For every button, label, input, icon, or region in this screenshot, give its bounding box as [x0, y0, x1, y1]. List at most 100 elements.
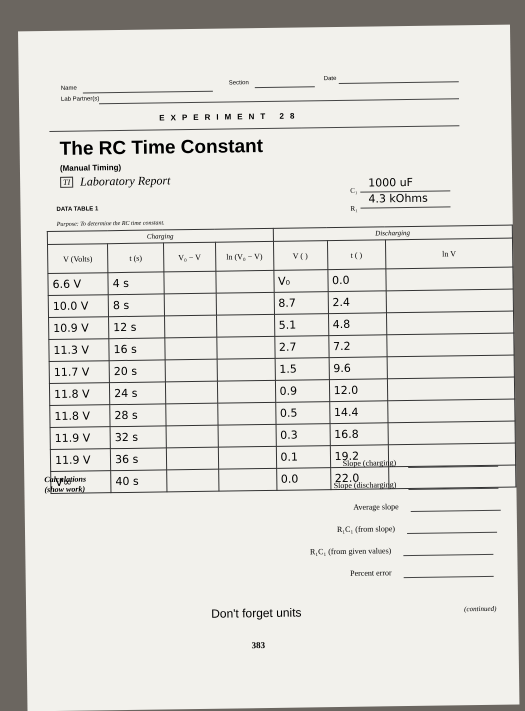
empty-cell — [387, 399, 516, 423]
answer-line — [403, 575, 494, 579]
empty-cell — [164, 293, 217, 316]
column-header: V (Volts) — [47, 243, 108, 274]
badge: TI — [60, 176, 74, 188]
empty-cell — [386, 311, 514, 335]
table-cell: 11.9 V — [50, 426, 111, 450]
c1-label: C₁ — [350, 186, 358, 195]
empty-cell — [165, 359, 218, 382]
column-header: V₀ − V — [163, 242, 216, 272]
column-header: V ( ) — [272, 240, 328, 271]
table-cell: 11.9 V — [50, 448, 111, 472]
calculation-field: R₁C₁ (from given values) — [309, 546, 392, 557]
table-cell: 32 s — [110, 425, 167, 449]
table-cell: 24 s — [109, 381, 166, 405]
table-cell: 5.1 — [274, 313, 329, 337]
empty-cell — [166, 469, 219, 492]
empty-cell — [218, 446, 277, 470]
column-header: t (s) — [107, 242, 164, 273]
empty-cell — [218, 468, 277, 492]
table-cell: 12.0 — [328, 378, 388, 402]
table-label: DATA TABLE 1 — [56, 206, 99, 213]
purpose: Purpose: To determine the RC time consta… — [56, 220, 165, 228]
table-cell: 0.0 — [327, 268, 386, 292]
empty-cell — [163, 271, 216, 294]
empty-cell — [217, 380, 276, 404]
empty-cell — [385, 289, 514, 313]
table-cell: 0.5 — [275, 401, 330, 425]
table-cell: V₀ — [273, 269, 328, 293]
table-cell: 11.3 V — [48, 338, 110, 362]
table-cell: 8 s — [108, 293, 165, 317]
empty-cell — [385, 267, 514, 291]
answer-line — [408, 487, 499, 491]
empty-cell — [216, 358, 275, 382]
empty-cell — [215, 270, 274, 294]
date-label: Date — [323, 75, 337, 83]
empty-cell — [166, 425, 219, 448]
experiment: EXPERIMENT 28 — [159, 111, 301, 123]
table-cell: 40 s — [110, 469, 167, 493]
table-cell: 4.8 — [328, 312, 387, 336]
section-label: Section — [228, 80, 249, 87]
empty-cell — [166, 447, 219, 470]
table-cell: 28 s — [109, 403, 167, 427]
empty-cell — [388, 443, 516, 467]
calculation-field: Slope (discharging) — [333, 480, 397, 491]
subtitle: (Manual Timing) — [59, 163, 122, 173]
report-label: Laboratory Report — [80, 173, 171, 189]
empty-cell — [387, 377, 515, 401]
table-cell: 6.6 V — [47, 272, 109, 296]
column-header: ln (V₀ − V) — [215, 241, 274, 272]
column-header: ln V — [385, 238, 513, 269]
table-cell: 10.0 V — [48, 294, 109, 318]
calculation-field: Slope (charging) — [342, 458, 397, 468]
table-cell: 1.5 — [274, 357, 329, 381]
calculation-field: Average slope — [353, 502, 399, 512]
table-cell: 16.8 — [329, 422, 389, 446]
table-cell: 0.0 — [276, 467, 331, 491]
partners-label: Lab Partner(s) — [60, 96, 100, 103]
table-cell: 36 s — [110, 447, 167, 471]
table-cell: 11.8 V — [49, 382, 110, 406]
table-cell: 2.4 — [327, 290, 387, 314]
table-cell: 7.2 — [328, 334, 387, 358]
empty-cell — [388, 465, 516, 489]
table-cell: 20 s — [109, 359, 166, 383]
table-cell: 11.7 V — [49, 360, 110, 384]
table-cell: 8.7 — [273, 291, 329, 315]
calculation-field: R₁C₁ (from slope) — [336, 524, 396, 535]
calculations-label: Calculations — [44, 474, 87, 485]
table-cell: 4 s — [107, 271, 165, 295]
column-header: t ( ) — [327, 239, 386, 270]
table-cell: 0.3 — [275, 423, 330, 447]
empty-cell — [165, 381, 218, 404]
empty-cell — [215, 292, 275, 316]
calculations-note: (show work) — [44, 484, 86, 495]
empty-cell — [164, 337, 217, 360]
table-cell: 0.1 — [275, 445, 331, 469]
empty-cell — [216, 314, 275, 338]
paper: Name Section Date Lab Partner(s) EXPERIM… — [18, 24, 520, 711]
title: The RC Time Constant — [59, 136, 264, 160]
c1-value: 1000 uF — [368, 175, 414, 190]
empty-cell — [216, 336, 275, 360]
table-cell: 14.4 — [329, 400, 388, 424]
empty-cell — [164, 315, 217, 338]
calculation-fields: Slope (charging) Slope (discharging) Avera… — [18, 25, 510, 579]
empty-cell — [217, 424, 276, 448]
table-cell: 2.7 — [274, 335, 329, 359]
empty-cell — [386, 333, 515, 357]
continued: (continued) — [464, 604, 497, 614]
table-cell: 11.8 V — [49, 404, 111, 428]
answer-line — [410, 509, 501, 512]
calculation-field: Percent error — [350, 568, 392, 578]
empty-cell — [217, 402, 276, 426]
table-cell: 12 s — [108, 315, 165, 339]
page-number: 383 — [251, 640, 266, 651]
answer-line — [407, 531, 498, 535]
table-cell: 10.9 V — [48, 316, 109, 340]
table-cell: 16 s — [108, 337, 166, 361]
reminder: Don't forget units — [211, 605, 302, 621]
table-cell: 9.6 — [328, 356, 388, 380]
